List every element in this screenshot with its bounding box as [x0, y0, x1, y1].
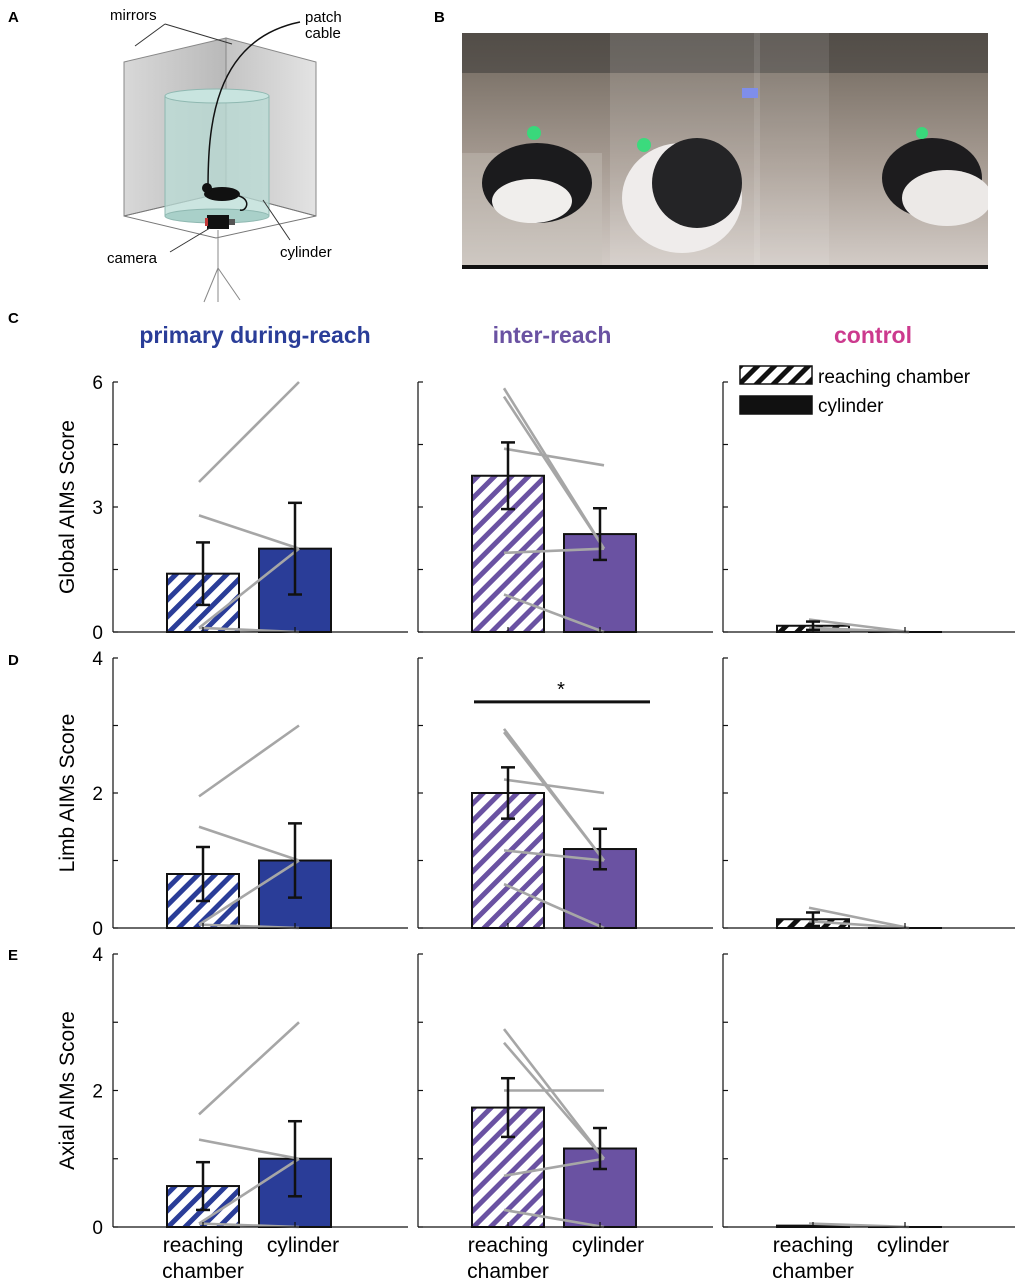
y-tick-label: 0 — [92, 623, 103, 644]
y-tick-label: 2 — [92, 784, 103, 805]
paired-subject-line — [198, 514, 300, 550]
y-tick-label: 4 — [92, 945, 103, 966]
paired-subject-line — [503, 849, 605, 862]
paired-subject-line — [198, 825, 300, 862]
paired-subject-line — [198, 1021, 300, 1116]
x-tick-label: reaching — [468, 1234, 549, 1257]
significance-star: * — [557, 679, 565, 701]
patch-cable-label: patch — [305, 9, 342, 26]
mirrors-label: mirrors — [110, 7, 157, 24]
legend-label-cylinder: cylinder — [818, 396, 884, 417]
legend-swatch-reaching-chamber — [739, 365, 813, 385]
y-axis-label: Global AIMs Score — [56, 420, 79, 594]
camera-label: camera — [107, 250, 158, 267]
panel-letter-b: B — [434, 9, 445, 26]
paired-subject-line — [503, 547, 605, 555]
column-title-inter: inter-reach — [493, 322, 612, 348]
paired-subject-line — [502, 395, 606, 550]
paired-subject-line — [808, 618, 910, 634]
paired-subject-line — [502, 1028, 606, 1160]
panel-letter-e: E — [8, 947, 18, 964]
mirrors-pointer — [134, 23, 166, 47]
x-tick-label: reaching — [163, 1234, 244, 1257]
legend-label-reaching-chamber: reaching chamber — [818, 367, 971, 388]
paired-subject-line — [503, 1208, 605, 1229]
paired-subject-line — [503, 882, 605, 930]
paired-subject-line — [198, 547, 300, 629]
bar-charts: 0 3 6 Global AIMs Score 0 2 4 Limb AIMs Score * 0… — [56, 373, 1015, 1283]
patch-cable-label: cable — [305, 25, 341, 42]
cylinder-pointer — [262, 199, 291, 241]
x-tick-label: chamber — [772, 1260, 854, 1283]
x-tick-label: reaching — [773, 1234, 854, 1257]
paired-subject-line — [198, 381, 300, 483]
y-tick-label: 0 — [92, 1218, 103, 1239]
x-tick-label: cylinder — [267, 1234, 339, 1257]
y-axis-label: Axial AIMs Score — [56, 1011, 79, 1170]
panel-letter-d: D — [8, 652, 19, 669]
cylinder-label: cylinder — [280, 244, 332, 261]
column-title-primary: primary during-reach — [139, 322, 370, 348]
paired-subject-line — [198, 626, 300, 634]
panel-letter-c: C — [8, 310, 19, 327]
legend-swatch-cylinder — [739, 395, 813, 415]
paired-subject-line — [198, 724, 300, 798]
apparatus-schematic: mirrors patch cable camera cylinder — [107, 7, 342, 303]
y-tick-label: 2 — [92, 1082, 103, 1103]
paired-subject-line — [502, 731, 606, 862]
x-tick-label: chamber — [467, 1260, 549, 1283]
legend: reaching chamber cylinder — [739, 365, 971, 417]
paired-subject-line — [503, 1157, 605, 1178]
paired-subject-line — [198, 1157, 300, 1225]
paired-subject-line — [503, 778, 605, 795]
paired-subject-line — [808, 919, 910, 930]
paired-subject-line — [503, 447, 605, 467]
mirrors-pointer — [164, 23, 233, 45]
y-tick-label: 4 — [92, 649, 103, 670]
tripod-icon — [203, 230, 241, 303]
x-tick-label: cylinder — [877, 1234, 949, 1257]
camera-icon — [205, 215, 235, 229]
y-tick-label: 0 — [92, 919, 103, 940]
patch-cable-line — [207, 21, 301, 191]
panel-letter-a: A — [8, 9, 19, 26]
behavior-photo — [462, 33, 988, 269]
paired-subject-line — [808, 906, 910, 930]
column-title-control: control — [834, 322, 912, 348]
x-tick-label: cylinder — [572, 1234, 644, 1257]
paired-subject-line — [503, 1041, 605, 1160]
camera-pointer — [169, 227, 211, 253]
y-tick-label: 6 — [92, 373, 103, 394]
paired-subject-line — [198, 1138, 300, 1161]
y-tick-label: 3 — [92, 498, 103, 519]
x-tick-label: chamber — [162, 1260, 244, 1283]
y-axis-label: Limb AIMs Score — [56, 714, 79, 873]
paired-subject-line — [503, 593, 605, 634]
paired-subject-line — [198, 859, 300, 926]
mouse-silhouette — [202, 183, 248, 211]
